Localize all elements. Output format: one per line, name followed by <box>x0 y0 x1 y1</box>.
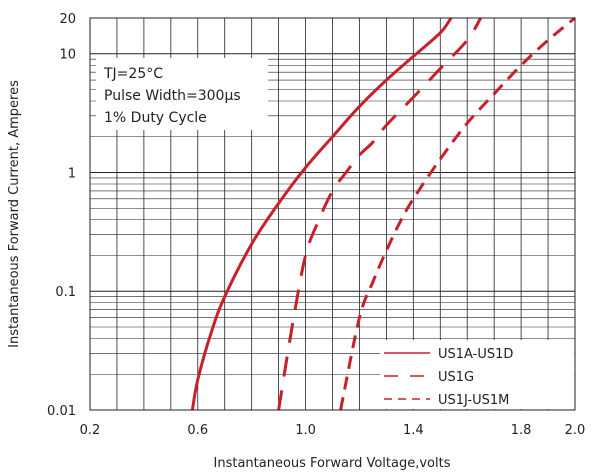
series-line-0 <box>190 17 453 411</box>
x-tick-label: 0.6 <box>187 423 208 438</box>
annotation-duty-cycle: 1% Duty Cycle <box>104 110 207 126</box>
x-tick-label: 1.8 <box>511 423 532 438</box>
y-tick-label: 0.01 <box>47 404 76 419</box>
x-tick-label: 1.4 <box>403 423 424 438</box>
x-tick-label: 2.0 <box>565 423 586 438</box>
series-line-1 <box>277 17 482 411</box>
y-tick-label: 1 <box>68 166 76 181</box>
series-layer <box>190 16 576 411</box>
legend: US1A-US1D US1G US1J-US1M <box>380 340 574 409</box>
y-tick-label: 10 <box>59 48 76 63</box>
x-tick-label: 0.2 <box>80 423 101 438</box>
tick-labels: 0.2 0.6 1.0 1.4 1.8 2.0 0.01 0.1 1 10 20 <box>47 12 585 438</box>
series-line-2 <box>339 16 576 411</box>
legend-box <box>380 340 574 409</box>
x-tick-label: 1.0 <box>295 423 316 438</box>
y-tick-label: 20 <box>59 12 76 27</box>
annotation-box <box>96 58 268 130</box>
legend-label-1: US1G <box>438 370 474 385</box>
conditions-annotation: TJ=25°C Pulse Width=300μs 1% Duty Cycle <box>96 58 268 130</box>
annotation-temperature: TJ=25°C <box>103 66 163 82</box>
y-axis-title: Instantaneous Forward Current, Amperes <box>7 80 22 348</box>
legend-label-2: US1J-US1M <box>438 393 509 408</box>
y-tick-label: 0.1 <box>55 285 76 300</box>
legend-label-0: US1A-US1D <box>438 347 513 362</box>
plot-frame <box>89 17 576 411</box>
x-axis-title: Instantaneous Forward Voltage,volts <box>214 456 451 471</box>
annotation-pulse-width: Pulse Width=300μs <box>104 88 241 104</box>
